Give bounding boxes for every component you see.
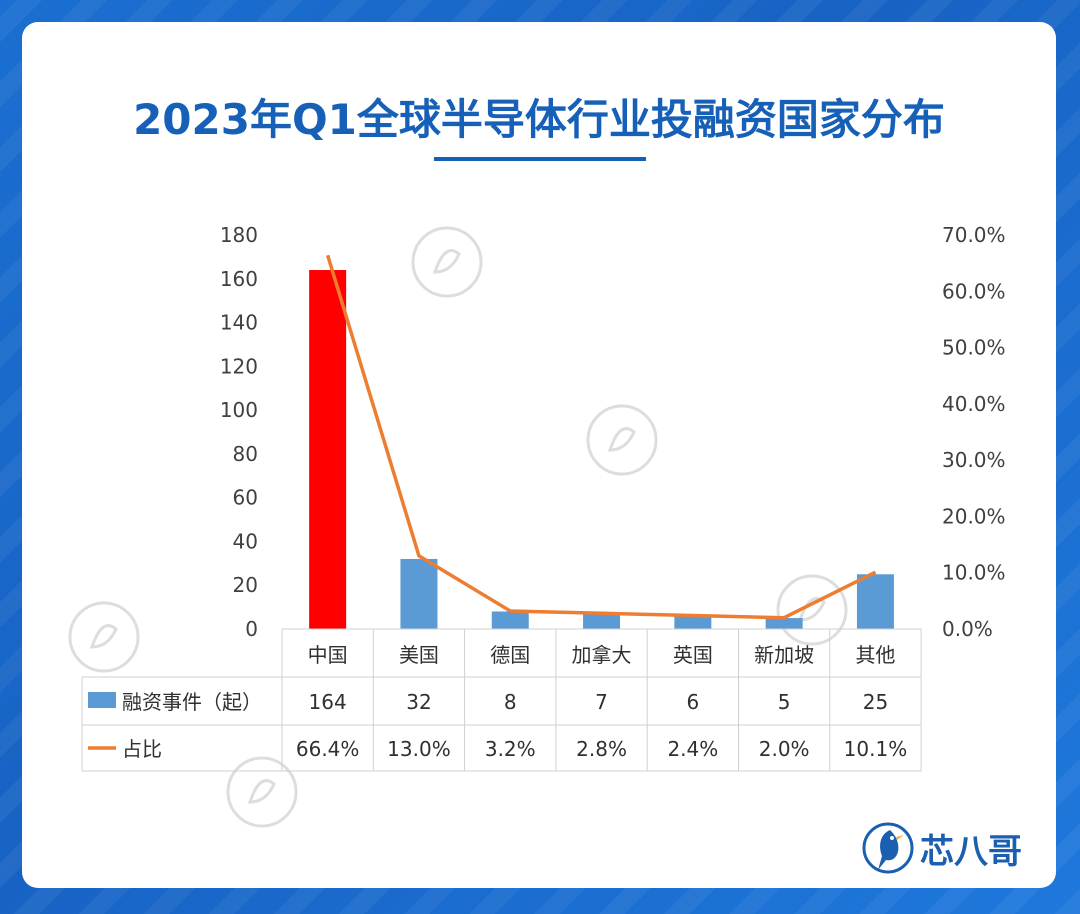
bar-series bbox=[309, 270, 894, 629]
watermark-mark bbox=[607, 427, 636, 452]
watermark-mark bbox=[776, 574, 848, 646]
category-label: 新加坡 bbox=[754, 643, 814, 667]
y-right-tick: 10.0% bbox=[942, 561, 1006, 585]
y-right-tick: 20.0% bbox=[942, 504, 1006, 528]
line-value-label: 10.1% bbox=[844, 737, 908, 761]
bar bbox=[765, 618, 803, 629]
legend-bar-swatch bbox=[88, 692, 116, 708]
watermark-mark bbox=[411, 226, 483, 298]
y-left-tick: 160 bbox=[220, 267, 258, 291]
y-left-tick: 180 bbox=[220, 223, 258, 247]
watermark-mark bbox=[226, 756, 298, 828]
brand-name: 芯八哥 bbox=[920, 832, 1022, 872]
line-value-label: 2.8% bbox=[576, 737, 627, 761]
legend-line-label: 占比 bbox=[122, 737, 162, 761]
bar-value-label: 25 bbox=[863, 690, 888, 714]
bar bbox=[583, 613, 621, 629]
y-left-tick: 120 bbox=[220, 354, 258, 378]
bar-value-label: 6 bbox=[686, 690, 699, 714]
y-right-tick: 0.0% bbox=[942, 617, 993, 641]
watermark-mark bbox=[432, 249, 461, 274]
bar-value-label: 32 bbox=[406, 690, 431, 714]
bar-value-label: 5 bbox=[778, 690, 791, 714]
bar bbox=[674, 615, 712, 629]
chart-card: 2023年Q1全球半导体行业投融资国家分布 0 20 40 60 80 100 120 140… bbox=[22, 22, 1056, 888]
y-axis-right: 0.0% 10.0% 20.0% 30.0% 40.0% 50.0% 60.0% 70.0% bbox=[942, 223, 1006, 641]
category-label: 加拿大 bbox=[572, 643, 632, 667]
watermark-mark bbox=[586, 404, 658, 476]
chart-title: 2023年Q1全球半导体行业投融资国家分布 bbox=[133, 95, 945, 144]
bird-logo-icon bbox=[862, 822, 914, 874]
bar-value-label: 7 bbox=[595, 690, 608, 714]
brand-logo: 芯八哥 bbox=[860, 818, 1040, 878]
y-left-tick: 40 bbox=[233, 529, 258, 553]
bar bbox=[400, 558, 438, 629]
combo-chart: 0 20 40 60 80 100 120 140 160 180 0.0% 10.0% 20.0% 3… bbox=[68, 223, 1006, 828]
y-right-tick: 70.0% bbox=[942, 223, 1006, 247]
y-right-tick: 40.0% bbox=[942, 392, 1006, 416]
bar bbox=[309, 270, 347, 629]
y-right-tick: 30.0% bbox=[942, 448, 1006, 472]
bar bbox=[856, 574, 894, 629]
bar-value-label: 8 bbox=[504, 690, 517, 714]
y-left-tick: 0 bbox=[245, 617, 258, 641]
bar bbox=[491, 611, 529, 629]
y-axis-left: 0 20 40 60 80 100 120 140 160 180 bbox=[220, 223, 258, 641]
watermark-mark bbox=[247, 779, 276, 804]
watermarks bbox=[68, 226, 848, 828]
y-right-tick: 50.0% bbox=[942, 336, 1006, 360]
category-label: 中国 bbox=[308, 643, 348, 667]
y-left-tick: 60 bbox=[233, 486, 258, 510]
line-value-label: 13.0% bbox=[387, 737, 451, 761]
line-value-label: 66.4% bbox=[296, 737, 360, 761]
legend-bar-label: 融资事件（起） bbox=[122, 690, 262, 714]
y-left-tick: 100 bbox=[220, 398, 258, 422]
y-left-tick: 20 bbox=[233, 573, 258, 597]
line-value-label: 2.4% bbox=[667, 737, 718, 761]
line-series bbox=[325, 254, 877, 620]
y-right-tick: 60.0% bbox=[942, 279, 1006, 303]
line-value-label: 3.2% bbox=[485, 737, 536, 761]
title-underline bbox=[434, 157, 646, 161]
line-value-label: 2.0% bbox=[759, 737, 810, 761]
y-left-tick: 80 bbox=[233, 442, 258, 466]
y-left-tick: 140 bbox=[220, 311, 258, 335]
category-label: 其他 bbox=[855, 643, 895, 667]
category-label: 英国 bbox=[673, 643, 713, 667]
bar-value-label: 164 bbox=[309, 690, 347, 714]
category-label: 美国 bbox=[399, 643, 439, 667]
category-label: 德国 bbox=[490, 643, 530, 667]
watermark-mark bbox=[68, 601, 140, 673]
watermark-mark bbox=[89, 624, 118, 649]
